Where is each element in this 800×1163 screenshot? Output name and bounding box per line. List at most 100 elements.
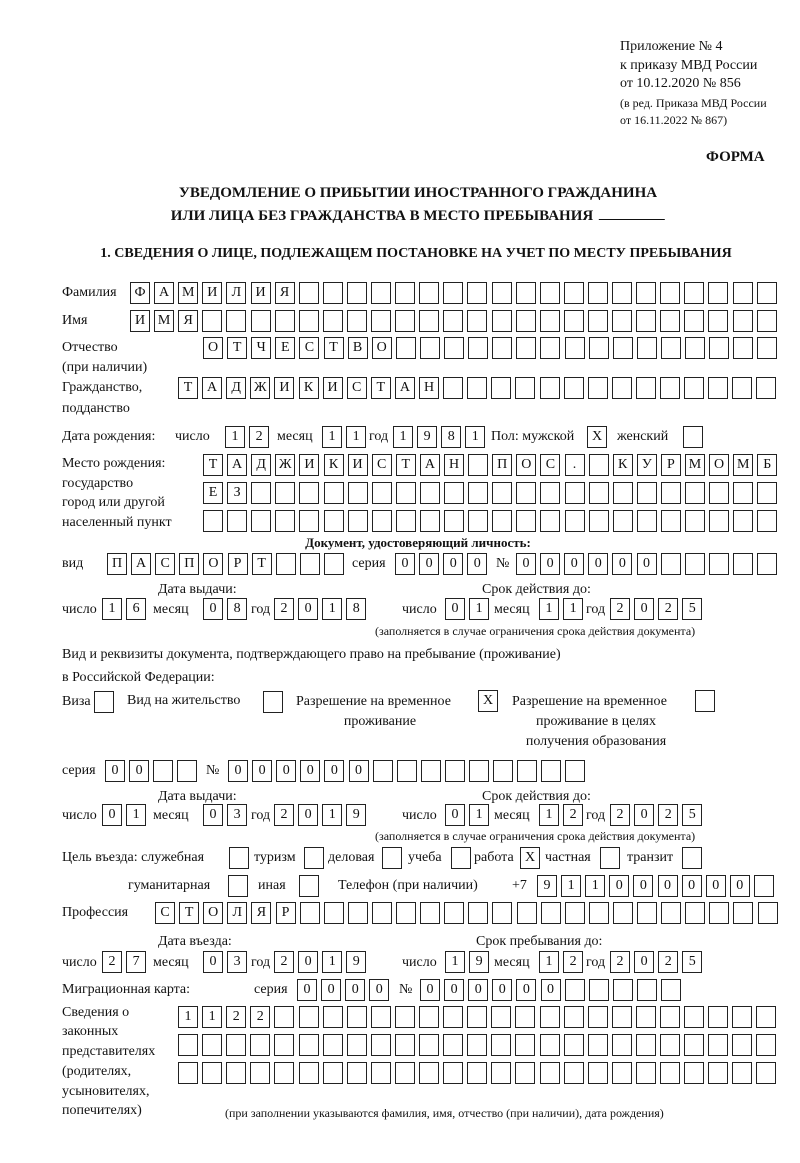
char-cell[interactable] <box>298 1006 319 1028</box>
char-cell[interactable]: М <box>733 454 754 476</box>
char-cell[interactable] <box>371 510 392 532</box>
char-cell[interactable]: 0 <box>203 951 223 973</box>
char-cell[interactable] <box>251 510 272 532</box>
char-cell[interactable]: С <box>299 337 320 359</box>
char-cell[interactable] <box>443 282 464 304</box>
char-cell[interactable]: 0 <box>300 760 321 782</box>
char-cell[interactable] <box>419 1034 439 1056</box>
char-cell[interactable] <box>708 1034 729 1056</box>
char-cell[interactable] <box>684 1006 705 1028</box>
char-cell[interactable]: 3 <box>227 804 248 826</box>
char-cell[interactable]: 0 <box>420 979 440 1001</box>
char-cell[interactable] <box>492 337 513 359</box>
char-cell[interactable]: 0 <box>681 875 702 897</box>
char-cell[interactable]: 0 <box>540 979 561 1001</box>
char-cell[interactable] <box>299 553 320 575</box>
char-cell[interactable] <box>684 377 705 399</box>
char-cell[interactable] <box>709 902 730 924</box>
char-cell[interactable] <box>516 337 537 359</box>
char-cell[interactable]: Л <box>227 902 248 924</box>
char-cell[interactable] <box>539 1062 560 1084</box>
char-cell[interactable] <box>515 377 536 399</box>
char-cell[interactable] <box>612 310 632 332</box>
char-cell[interactable] <box>395 310 416 332</box>
char-cell[interactable]: А <box>227 454 248 476</box>
char-cell[interactable]: 1 <box>346 426 367 448</box>
checkbox-cell[interactable] <box>304 847 324 869</box>
char-cell[interactable] <box>587 377 608 399</box>
char-cell[interactable] <box>323 902 344 924</box>
char-cell[interactable] <box>587 1034 608 1056</box>
char-cell[interactable] <box>660 553 681 575</box>
char-cell[interactable] <box>467 310 488 332</box>
char-cell[interactable]: У <box>636 454 657 476</box>
char-cell[interactable] <box>708 310 729 332</box>
char-cell[interactable]: 0 <box>729 875 750 897</box>
char-cell[interactable] <box>611 1034 632 1056</box>
char-cell[interactable] <box>635 1034 656 1056</box>
char-cell[interactable]: 0 <box>298 951 319 973</box>
char-cell[interactable] <box>756 1062 777 1084</box>
char-cell[interactable]: Ч <box>251 337 272 359</box>
char-cell[interactable] <box>517 760 538 782</box>
char-cell[interactable] <box>274 1034 295 1056</box>
char-cell[interactable] <box>540 510 561 532</box>
char-cell[interactable]: 2 <box>658 804 679 826</box>
char-cell[interactable] <box>588 902 609 924</box>
char-cell[interactable] <box>443 1034 464 1056</box>
checkbox-cell[interactable] <box>228 875 248 897</box>
char-cell[interactable]: 1 <box>469 804 490 826</box>
char-cell[interactable] <box>394 1062 415 1084</box>
char-cell[interactable] <box>371 902 392 924</box>
char-cell[interactable]: 2 <box>658 598 679 620</box>
char-cell[interactable] <box>660 282 681 304</box>
char-cell[interactable] <box>227 510 248 532</box>
char-cell[interactable]: 0 <box>467 553 488 575</box>
char-cell[interactable] <box>564 482 585 504</box>
char-cell[interactable] <box>419 1006 439 1028</box>
char-cell[interactable] <box>491 1034 512 1056</box>
char-cell[interactable] <box>636 482 657 504</box>
char-cell[interactable] <box>371 310 391 332</box>
char-cell[interactable] <box>395 337 416 359</box>
char-cell[interactable] <box>443 1062 464 1084</box>
char-cell[interactable] <box>709 510 730 532</box>
char-cell[interactable] <box>347 482 368 504</box>
char-cell[interactable] <box>732 1006 753 1028</box>
char-cell[interactable]: 9 <box>537 875 557 897</box>
char-cell[interactable] <box>588 454 609 476</box>
char-cell[interactable] <box>612 510 633 532</box>
char-cell[interactable] <box>226 1062 247 1084</box>
char-cell[interactable] <box>515 1062 536 1084</box>
char-cell[interactable] <box>636 310 657 332</box>
char-cell[interactable]: Т <box>395 454 416 476</box>
char-cell[interactable] <box>684 553 705 575</box>
char-cell[interactable] <box>346 282 367 304</box>
char-cell[interactable]: Н <box>444 454 464 476</box>
char-cell[interactable] <box>660 1034 680 1056</box>
char-cell[interactable]: 0 <box>705 875 726 897</box>
char-cell[interactable]: С <box>371 454 392 476</box>
checkbox-cell[interactable]: X <box>520 847 540 869</box>
char-cell[interactable] <box>370 1034 391 1056</box>
char-cell[interactable] <box>515 310 536 332</box>
char-cell[interactable]: 2 <box>610 804 630 826</box>
char-cell[interactable] <box>685 902 706 924</box>
char-cell[interactable] <box>395 510 416 532</box>
char-cell[interactable] <box>372 760 393 782</box>
char-cell[interactable]: М <box>178 282 199 304</box>
char-cell[interactable] <box>611 1006 632 1028</box>
char-cell[interactable]: Ж <box>250 377 271 399</box>
char-cell[interactable]: 2 <box>249 426 270 448</box>
char-cell[interactable]: 2 <box>274 598 294 620</box>
char-cell[interactable] <box>492 902 513 924</box>
char-cell[interactable] <box>298 310 319 332</box>
char-cell[interactable] <box>396 902 416 924</box>
char-cell[interactable] <box>419 482 440 504</box>
char-cell[interactable]: 1 <box>469 598 490 620</box>
char-cell[interactable]: 9 <box>469 951 490 973</box>
char-cell[interactable]: К <box>298 377 319 399</box>
char-cell[interactable] <box>419 337 440 359</box>
char-cell[interactable]: 0 <box>395 553 415 575</box>
char-cell[interactable]: 0 <box>276 760 297 782</box>
